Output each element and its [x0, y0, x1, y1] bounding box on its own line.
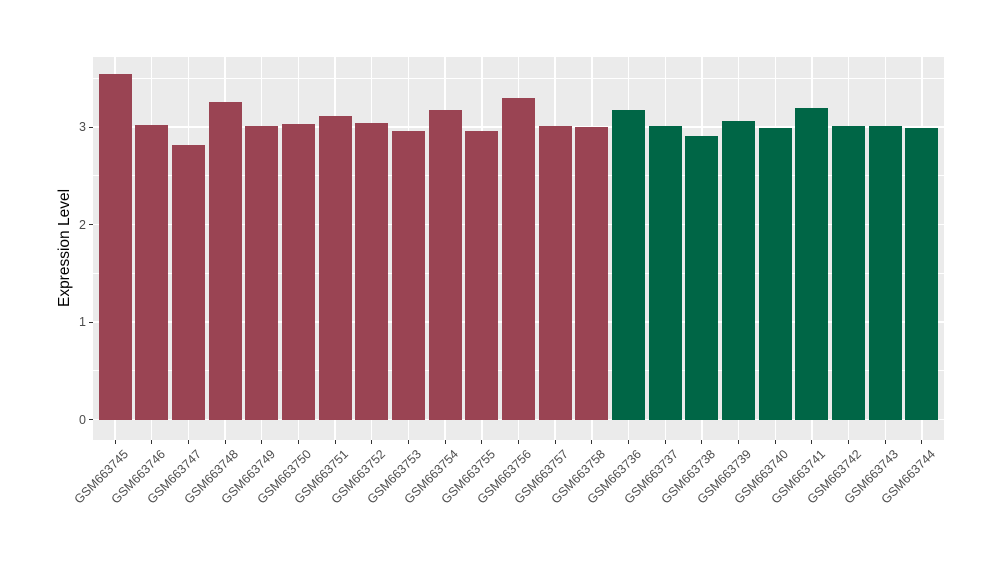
bar — [208, 101, 242, 420]
y-axis-title: Expression Level — [56, 188, 73, 308]
x-tick-mark — [518, 440, 519, 444]
x-tick-mark — [261, 440, 263, 444]
bar — [465, 131, 499, 420]
x-tick-mark — [554, 440, 556, 444]
bar — [318, 116, 352, 420]
bar — [428, 109, 462, 420]
x-tick-mark — [444, 440, 446, 444]
bar — [612, 109, 646, 420]
bar — [685, 135, 719, 420]
y-tick-label: 1 — [79, 315, 86, 330]
bar — [171, 144, 205, 420]
x-tick-mark — [701, 440, 703, 444]
x-tick-mark — [334, 440, 336, 444]
x-tick-mark — [738, 440, 740, 444]
x-tick-mark — [628, 440, 630, 444]
x-tick-mark — [481, 440, 483, 444]
bar — [868, 126, 902, 420]
x-tick-mark — [187, 440, 189, 444]
bar — [245, 126, 279, 420]
bar — [575, 127, 609, 420]
bar — [722, 121, 756, 420]
x-tick-mark — [371, 440, 373, 444]
bar — [391, 131, 425, 420]
x-tick-mark — [811, 440, 813, 444]
x-tick-mark — [664, 440, 666, 444]
x-tick-mark — [407, 440, 409, 444]
y-tick-mark — [89, 224, 93, 226]
plot-panel — [93, 57, 944, 440]
x-tick-mark — [151, 440, 153, 444]
bar — [135, 125, 169, 420]
y-tick-label: 0 — [79, 412, 86, 427]
y-tick-label: 2 — [79, 217, 86, 232]
x-tick-mark — [591, 440, 593, 444]
bar — [98, 73, 132, 420]
y-tick-mark — [89, 126, 93, 128]
bar — [758, 128, 792, 420]
bar — [795, 107, 829, 420]
bar — [501, 97, 535, 420]
bar — [832, 126, 866, 420]
bar — [905, 128, 939, 420]
bar — [281, 124, 315, 420]
x-tick-mark — [297, 440, 299, 444]
y-tick-mark — [89, 419, 93, 421]
bar — [648, 126, 682, 420]
x-tick-mark — [848, 440, 850, 444]
x-tick-mark — [114, 440, 116, 444]
x-tick-mark — [921, 440, 923, 444]
bar — [538, 126, 572, 420]
x-tick-mark — [774, 440, 776, 444]
y-tick-mark — [89, 321, 93, 323]
bar — [355, 123, 389, 420]
x-tick-mark — [224, 440, 226, 444]
y-tick-label: 3 — [79, 120, 86, 135]
x-tick-mark — [884, 440, 886, 444]
